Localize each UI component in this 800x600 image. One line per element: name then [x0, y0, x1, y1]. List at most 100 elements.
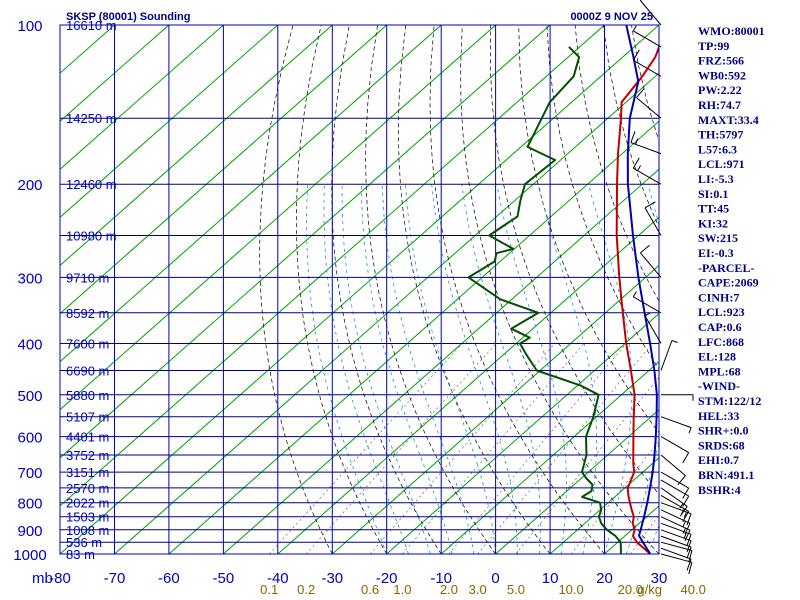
wind-barb-flag: [635, 138, 639, 145]
height-label: 2570 m: [66, 481, 109, 496]
index-item: LFC:868: [698, 335, 744, 349]
wind-barb-staff: [644, 207, 662, 236]
index-item: CINH:7: [698, 290, 739, 304]
index-item: WMO:80001: [698, 24, 765, 38]
wind-barb-flag: [677, 475, 686, 486]
pressure-tick-label: 400: [17, 337, 42, 354]
height-label: 9710 m: [66, 270, 109, 285]
wind-barb-flag: [679, 503, 684, 509]
index-item: CAP:0.6: [698, 320, 742, 334]
pressure-tick-label: 300: [17, 270, 42, 287]
wind-barb-staff: [660, 553, 693, 563]
index-item: SRDS:68: [698, 438, 745, 452]
wind-barb: [660, 416, 692, 434]
height-label: 2022 m: [66, 496, 109, 511]
pressure-tick-label: 900: [17, 523, 42, 540]
wind-barb-flag: [632, 291, 637, 298]
wind-barb-flag: [682, 487, 690, 499]
index-item: RH:74.7: [698, 98, 741, 112]
temp-tick-label: -60: [158, 570, 180, 587]
frame-layer: [59, 24, 660, 555]
isotherm-line: [60, 25, 388, 315]
wind-barb-flag: [632, 25, 637, 32]
height-label: 536 m: [66, 535, 102, 550]
temp-tick-label: 10: [542, 570, 559, 587]
wind-barb-staff: [660, 541, 693, 551]
height-label: 16610 m: [66, 18, 117, 33]
pressure-tick-label: 100: [17, 18, 42, 35]
isotherm-line: [60, 25, 659, 554]
wind-barbs-layer: [630, 0, 694, 575]
mixing-ratio-unit: g/kg: [637, 582, 662, 597]
wind-barb-flag: [682, 520, 686, 527]
index-item: SW:215: [698, 231, 738, 245]
wind-barb-staff: [660, 471, 689, 489]
temp-tick-label: -50: [213, 570, 235, 587]
wind-barb-flag: [686, 546, 692, 559]
grid-layer: [60, 25, 659, 554]
wind-barb-flag: [632, 157, 640, 169]
wind-barb-flag: [688, 550, 693, 563]
index-item: MPL:68: [698, 364, 741, 378]
temp-tick-label: -20: [376, 570, 398, 587]
temp-tick-label: -80: [49, 570, 71, 587]
index-item: SHR+:0.0: [698, 424, 749, 438]
wind-barb-flag: [644, 312, 651, 317]
pressure-tick-label: 600: [17, 430, 42, 447]
wind-barb: [660, 502, 692, 526]
index-item: L57:6.3: [698, 142, 737, 156]
wind-barb: [660, 509, 691, 535]
series-parcel-line: [625, 25, 658, 554]
index-item: LCL:971: [698, 157, 745, 171]
isotherm-line: [60, 25, 605, 507]
temp-tick-label: -30: [321, 570, 343, 587]
temp-tick-label: -10: [430, 570, 452, 587]
wind-barb-staff: [660, 340, 673, 371]
index-item: MAXT:33.4: [698, 113, 759, 127]
height-label: 5107 m: [66, 410, 109, 425]
wind-barb-staff: [633, 30, 662, 48]
pressure-tick-label: 500: [17, 388, 42, 405]
isotherm-line: [495, 409, 659, 554]
wind-barb: [660, 436, 690, 464]
temp-tick-label: 20: [596, 570, 613, 587]
mixing-ratio-label: 20.0: [618, 582, 643, 597]
isotherm-line: [60, 25, 333, 267]
index-item: EL:128: [698, 350, 736, 364]
wind-barb: [632, 25, 662, 48]
wind-barb: [660, 516, 691, 542]
wind-barb-staff: [660, 502, 692, 515]
index-item: SI:0.1: [698, 187, 728, 201]
wind-barb-flag: [686, 540, 692, 553]
height-label: 4401 m: [66, 430, 109, 445]
wind-barb-staff: [660, 416, 692, 429]
wind-barb-flag: [683, 532, 687, 539]
height-label: 8592 m: [66, 306, 109, 321]
wind-barb: [661, 394, 694, 401]
mixing-ratio-label: 0.1: [260, 582, 278, 597]
wind-barb-staff: [644, 315, 662, 344]
wind-barb-flag: [636, 88, 645, 98]
wind-barb: [632, 157, 662, 185]
wind-barb: [636, 88, 662, 119]
mixing-ratio-label: 1.0: [393, 582, 411, 597]
wind-barb-staff: [660, 547, 692, 560]
pressure-unit-label: mb: [32, 570, 53, 587]
isotherm-line: [60, 25, 496, 411]
index-item: -WIND-: [698, 379, 740, 393]
temp-tick-label: 30: [651, 570, 668, 587]
wind-barb-flag: [688, 427, 692, 434]
wind-barb-staff: [660, 436, 689, 454]
wind-barb-flag: [684, 529, 691, 542]
wind-barb-flag: [682, 495, 690, 507]
isotherm-line: [331, 264, 659, 554]
index-item: -PARCEL-: [698, 261, 754, 275]
wind-barb-flag: [630, 131, 636, 143]
index-item: EI:-0.3: [698, 246, 734, 260]
wind-barb-flag: [682, 452, 690, 464]
wind-barb: [660, 487, 688, 517]
chart-title: SKSP (80001) Sounding: [66, 11, 191, 23]
index-item: FRZ:566: [698, 54, 744, 68]
indices-panel: WMO:80001TP:99FRZ:566WB0:592PW:2.22RH:74…: [698, 24, 765, 497]
pressure-tick-label: 800: [17, 496, 42, 513]
